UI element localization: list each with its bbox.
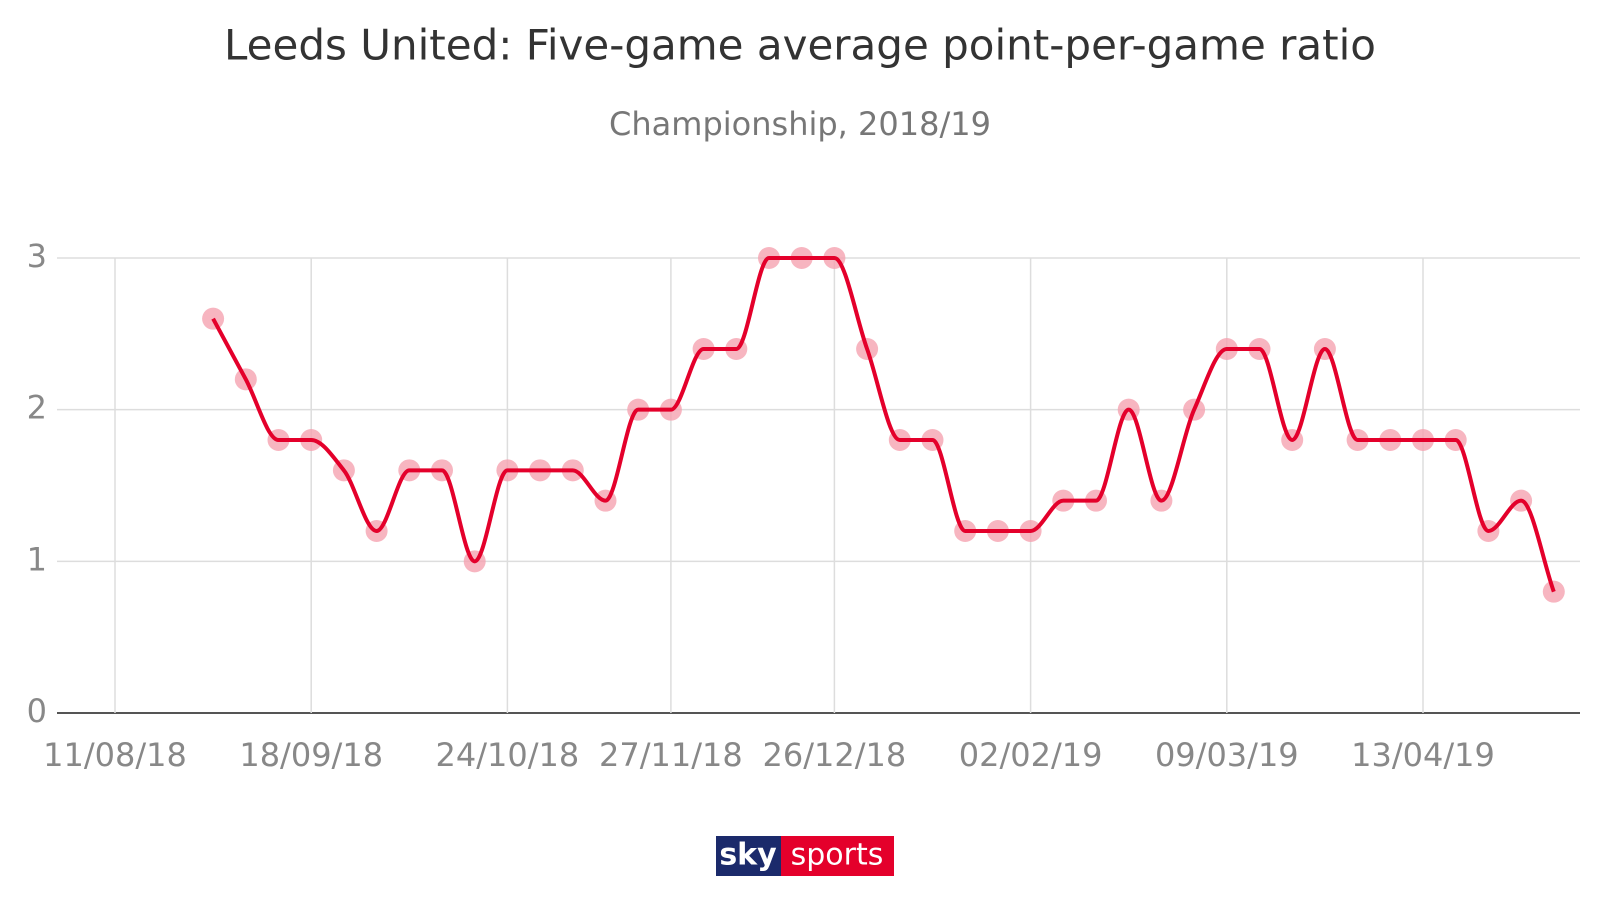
line: [211, 255, 1556, 593]
x-tick-label: 11/08/18: [43, 736, 187, 774]
chart-subtitle: Championship, 2018/19: [609, 105, 991, 143]
x-tick-label: 02/02/19: [959, 736, 1103, 774]
y-tick-label: 0: [27, 692, 47, 730]
y-tick-label: 2: [27, 389, 47, 427]
logo-right-box: [781, 836, 894, 876]
logo: sky sports: [716, 836, 894, 876]
y-tick-label: 3: [27, 237, 47, 275]
x-tick-label: 26/12/18: [763, 736, 907, 774]
x-tick-label: 18/09/18: [239, 736, 383, 774]
x-tick-label: 09/03/19: [1155, 736, 1299, 774]
x-tick-label: 27/11/18: [599, 736, 743, 774]
logo-left-box: [716, 836, 781, 876]
logo-sports: sports: [791, 838, 884, 873]
x-tick-label: 13/04/19: [1351, 736, 1495, 774]
x-tick-label: 24/10/18: [436, 736, 580, 774]
logo-sky: sky: [719, 838, 777, 873]
y-tick-label: 1: [27, 540, 47, 578]
chart-title: Leeds United: Five-game average point-pe…: [224, 21, 1376, 70]
